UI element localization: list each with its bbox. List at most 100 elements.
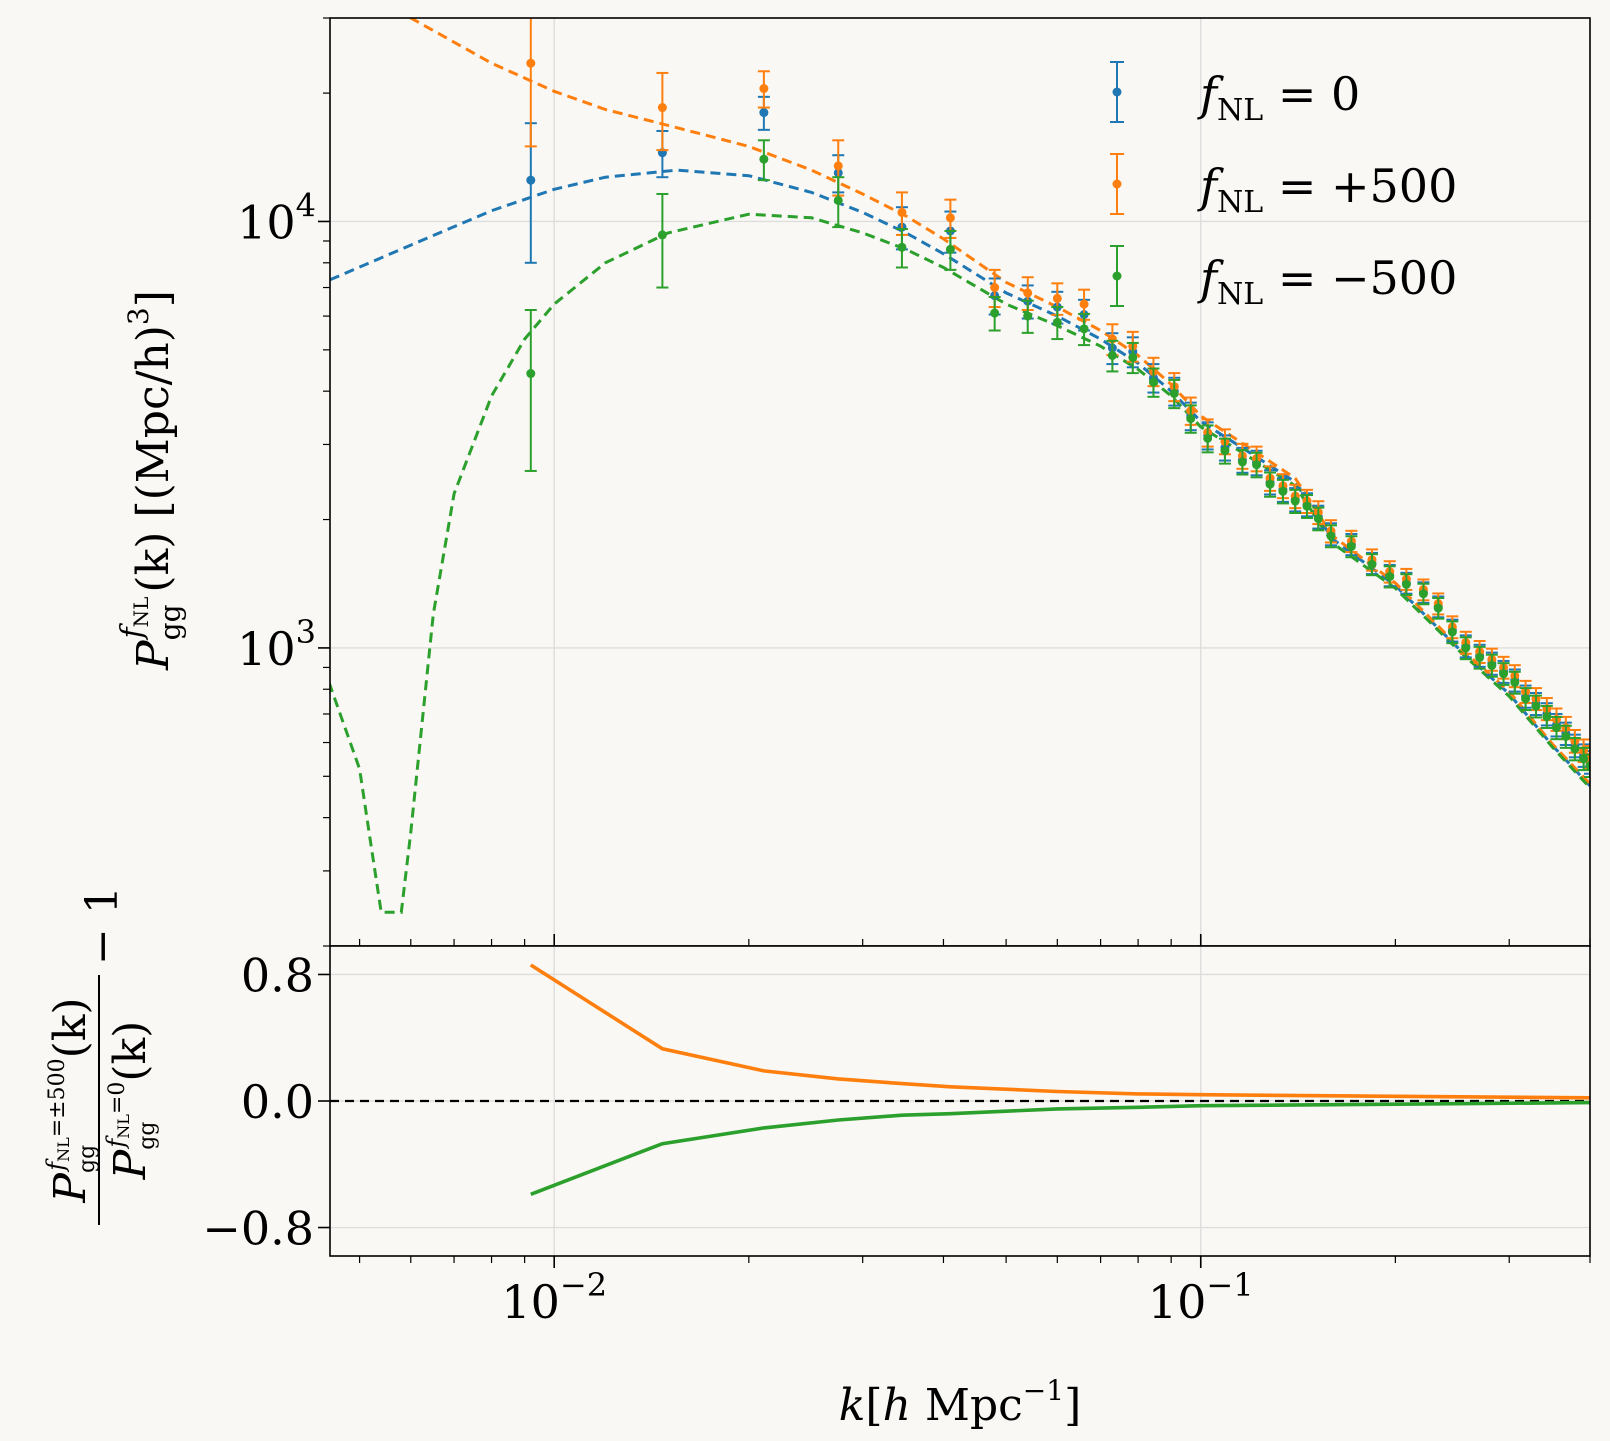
bottom-panel: 0.80.0−0.810−2 10−1 <box>202 945 1591 1329</box>
top-ytick-label-1-exp: 3 <box>296 613 316 651</box>
top-data-points <box>524 18 1590 779</box>
ylabel-close: ] <box>128 290 179 307</box>
data-point <box>1561 731 1571 741</box>
data-point <box>1542 712 1552 722</box>
legend-sub: NL <box>1217 185 1263 220</box>
data-point <box>833 195 843 205</box>
data-point <box>526 369 536 379</box>
data-point <box>1023 311 1033 321</box>
ylabel-sub: gg <box>154 604 187 640</box>
legend-label-1: fNL = +500 <box>1197 159 1457 220</box>
legend-marker <box>1112 271 1122 281</box>
top-ytick-label-0-base: 10 <box>237 195 296 249</box>
data-point <box>1401 579 1411 589</box>
legend-value: = 0 <box>1263 67 1360 121</box>
bottom-ytick-label-2: −0.8 <box>202 1202 314 1256</box>
data-point <box>1475 652 1485 662</box>
data-point <box>897 242 907 252</box>
data-point <box>1313 514 1323 524</box>
den-supsub: NL <box>114 1114 133 1139</box>
num-sub: gg <box>75 1145 100 1173</box>
data-point <box>1433 603 1443 613</box>
bottom-xtick-label-1-base: 10 <box>1148 1275 1207 1329</box>
data-point <box>1499 669 1509 679</box>
data-point <box>1461 643 1471 653</box>
ratio-line-1 <box>530 1100 1590 1196</box>
data-point <box>1278 486 1288 496</box>
data-point <box>526 58 536 68</box>
data-point <box>1079 324 1089 334</box>
num-k: (k) <box>45 997 96 1058</box>
minus-one: − 1 <box>77 886 128 965</box>
data-point <box>1570 744 1580 754</box>
den-supval: =0 <box>105 1082 130 1114</box>
data-point <box>1487 660 1497 670</box>
data-point <box>1169 389 1179 399</box>
num-supsub: NL <box>54 1137 73 1162</box>
ylabel-supsub: NL <box>129 597 153 628</box>
xlabel-open: [ <box>865 1380 882 1431</box>
data-point <box>1302 501 1312 511</box>
data-point <box>1510 677 1520 687</box>
legend: fNL = 0 fNL = +500 fNL = −500 <box>1110 61 1457 312</box>
num-supval: =±500 <box>45 1058 70 1137</box>
svg-text:PggfNL=0(k): PggfNL=0(k) <box>102 1021 160 1181</box>
legend-label-2: fNL = −500 <box>1197 251 1457 312</box>
data-point <box>1521 694 1531 704</box>
top-ytick-label-1-base: 10 <box>237 622 296 676</box>
legend-marker <box>1112 179 1122 189</box>
top-ylabel: PggfNL(k) [(Mpc/h)3] <box>115 290 187 671</box>
data-point <box>759 108 769 118</box>
data-point <box>1418 589 1428 599</box>
data-point <box>1079 299 1089 309</box>
top-ytick-label-0-exp: 4 <box>296 186 316 224</box>
bottom-xtick-label-0-base: 10 <box>501 1275 560 1329</box>
bottom-ytick-label-0: 0.8 <box>241 948 314 1002</box>
data-point <box>759 154 769 164</box>
data-point <box>1052 317 1062 327</box>
xlabel-h: h <box>883 1380 911 1431</box>
data-point <box>526 175 536 185</box>
xlabel: k[h Mpc−1] <box>839 1374 1082 1431</box>
den-k: (k) <box>105 1021 156 1082</box>
legend-value: = +500 <box>1263 159 1457 213</box>
data-point <box>1531 701 1541 711</box>
data-point <box>657 103 667 113</box>
legend-entry-1: fNL = +500 <box>1110 153 1457 220</box>
num-P: P <box>45 1172 96 1204</box>
data-point <box>1220 446 1230 456</box>
data-point <box>1265 479 1275 489</box>
data-point <box>897 207 907 217</box>
data-point <box>657 230 667 240</box>
bottom-xtick-label-0-exp: −2 <box>560 1266 607 1304</box>
data-point <box>1052 293 1062 303</box>
legend-sub: NL <box>1217 93 1263 128</box>
data-point <box>990 308 1000 318</box>
bottom-panel-frame <box>329 945 1591 1257</box>
legend-entry-2: fNL = −500 <box>1110 245 1457 312</box>
bottom-xtick-label-1-exp: −1 <box>1206 1266 1253 1304</box>
data-point <box>1346 541 1356 551</box>
data-point <box>1326 531 1336 541</box>
data-point <box>1237 457 1247 467</box>
ylabel-rest: (k) [(Mpc/h) <box>128 325 179 593</box>
data-point <box>1290 496 1300 506</box>
legend-value: = −500 <box>1263 251 1457 305</box>
data-point <box>759 84 769 94</box>
data-point <box>1128 352 1138 362</box>
xlabel-exp: −1 <box>1023 1374 1064 1407</box>
data-point <box>1023 288 1033 298</box>
xlabel-close: ] <box>1064 1380 1081 1431</box>
bottom-ytick-label-1: 0.0 <box>241 1075 314 1129</box>
data-point <box>1367 559 1377 569</box>
ylabel-cube: 3 <box>122 307 155 325</box>
model-curve-2 <box>330 212 1590 914</box>
data-point <box>945 213 955 223</box>
top-grid <box>330 18 1590 946</box>
data-point <box>833 161 843 171</box>
xlabel-unit: Mpc <box>911 1380 1023 1431</box>
top-ytick-label-0: 104 <box>237 186 316 249</box>
